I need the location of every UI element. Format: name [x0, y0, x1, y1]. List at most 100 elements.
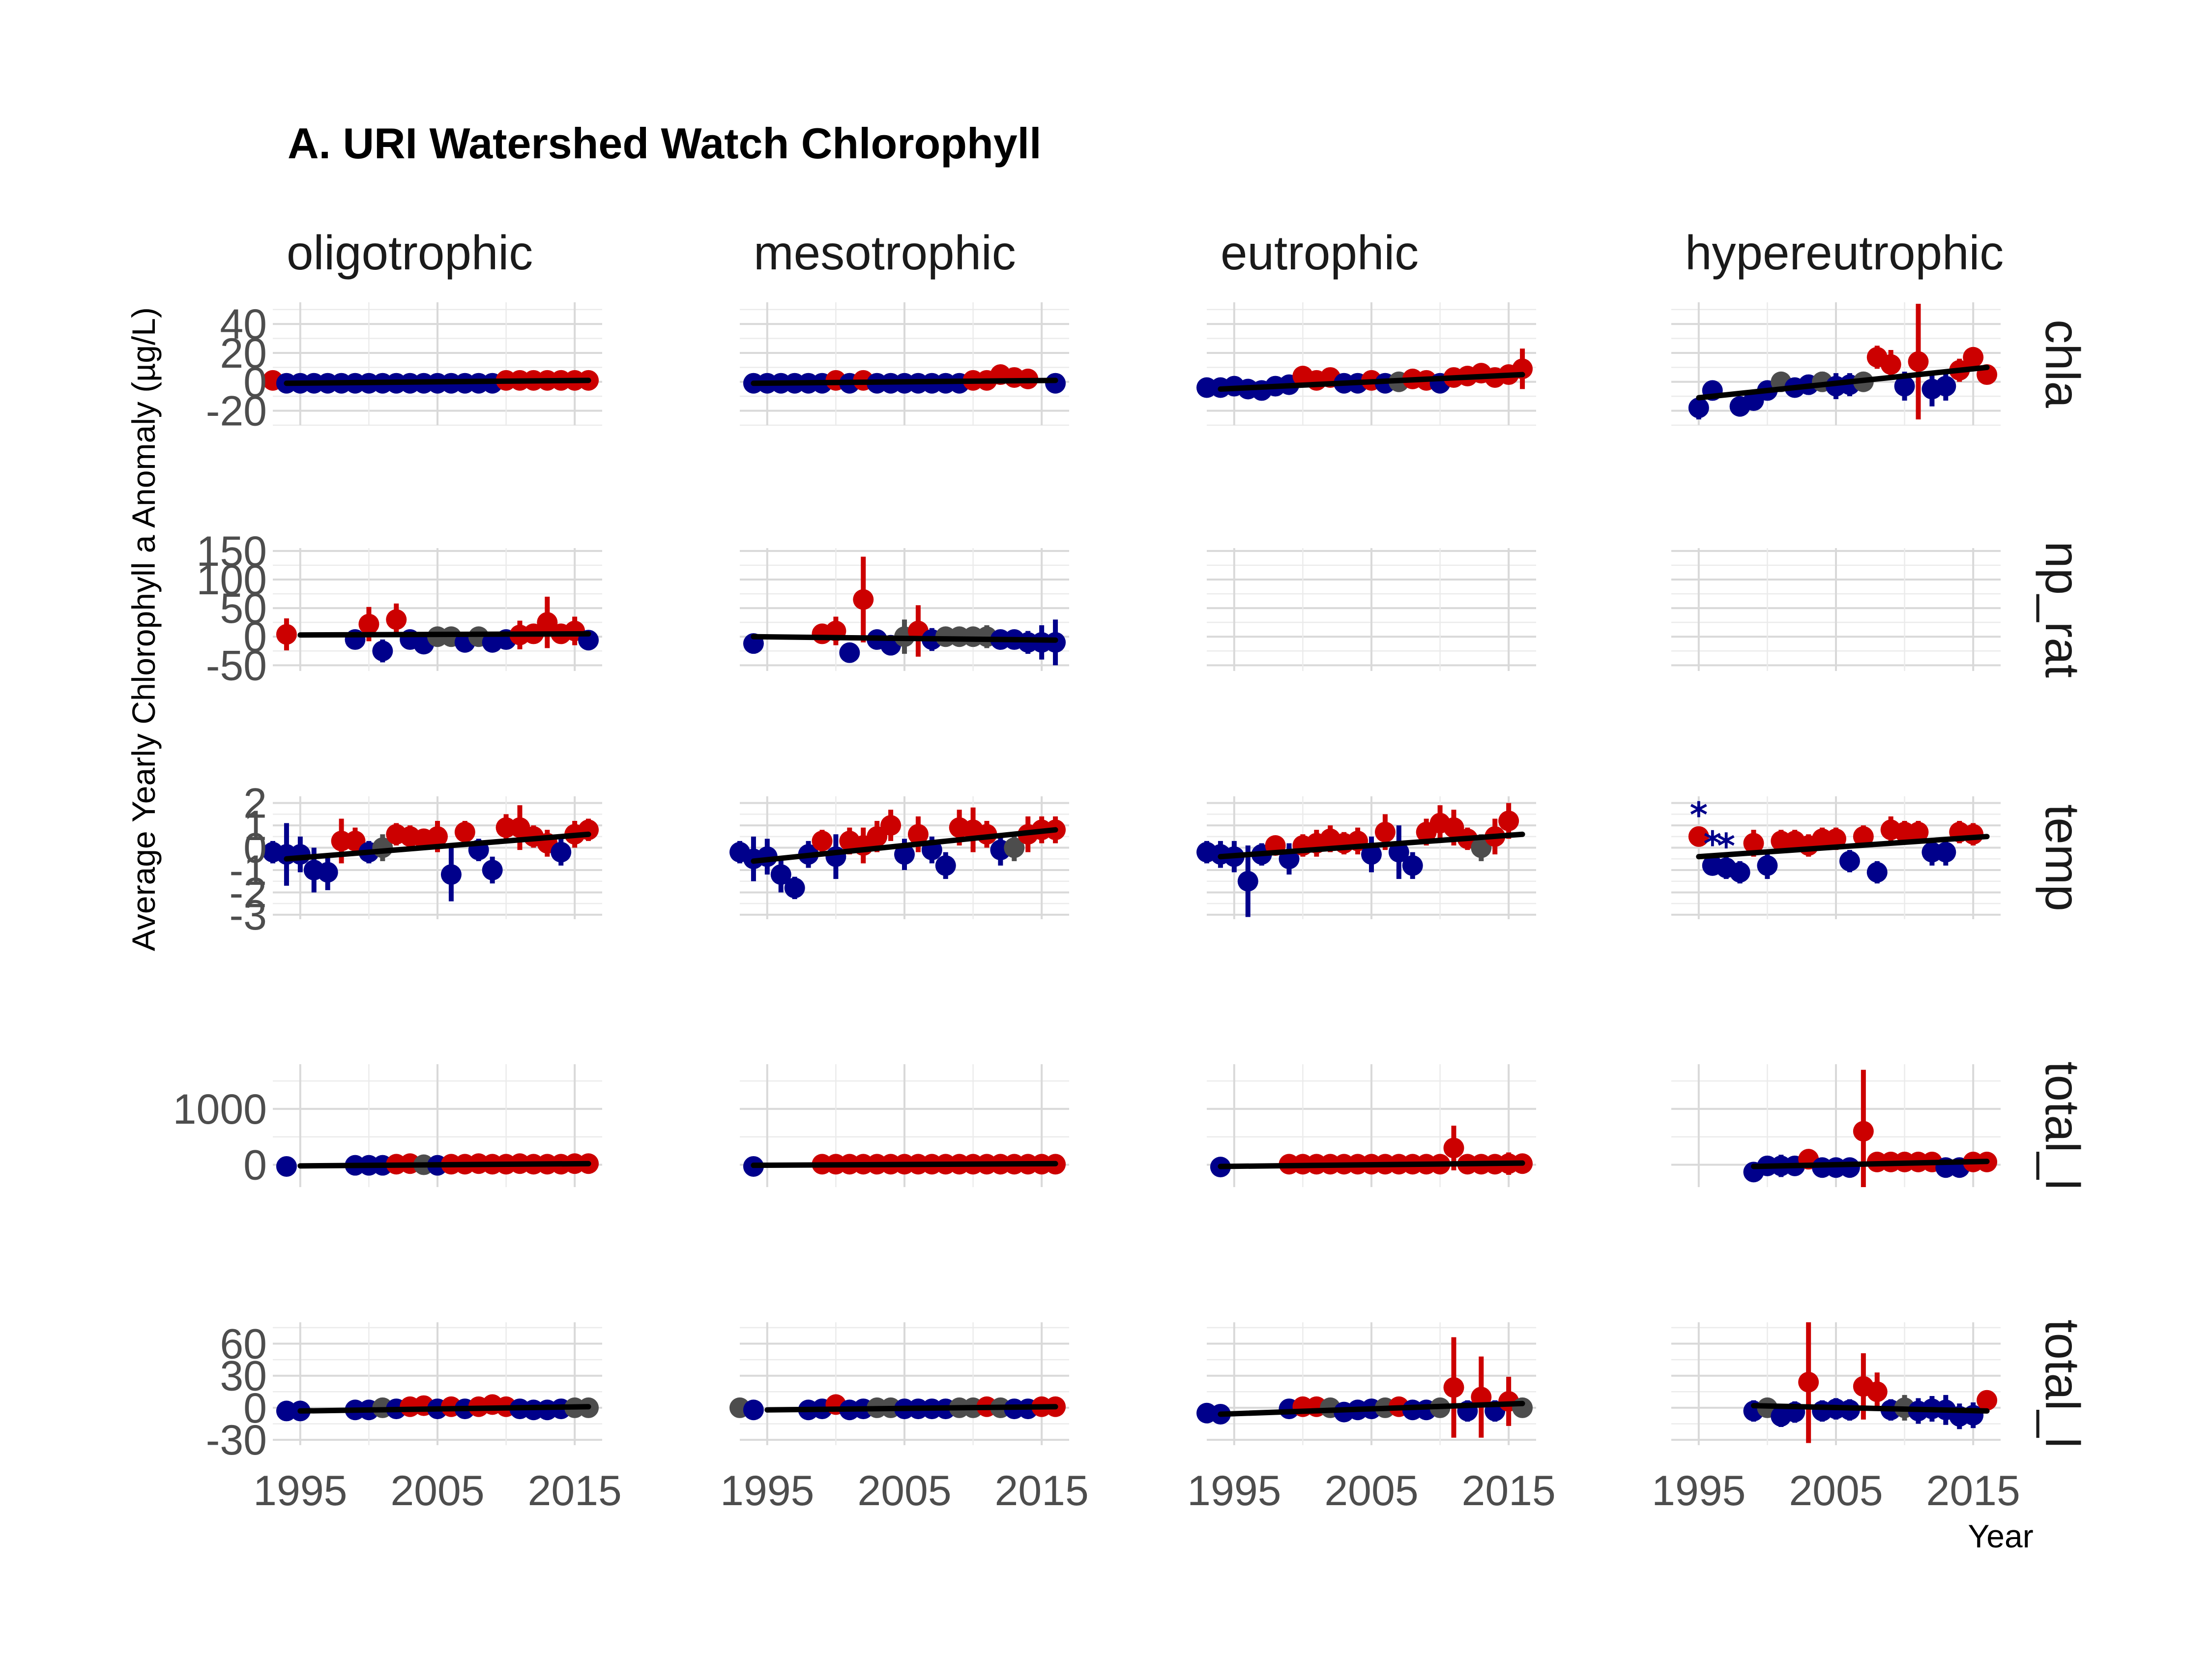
data-point	[853, 589, 874, 610]
panel-eutrophic-chla-1	[1196, 302, 1536, 426]
panel-oligotrophic-chla-1	[262, 302, 602, 426]
data-point	[276, 1156, 297, 1177]
y-axis-label: Average Yearly Chlorophyll a Anomaly (µg…	[125, 307, 162, 951]
trend-line	[751, 378, 1058, 386]
trend-line	[297, 631, 591, 638]
data-point	[1512, 1397, 1533, 1418]
data-point	[1894, 376, 1915, 397]
data-point	[1402, 855, 1423, 876]
y-tick-label: 0	[243, 1142, 267, 1189]
trend-line	[297, 1161, 591, 1169]
data-point	[1374, 821, 1396, 843]
x-tick-label: 2005	[390, 1467, 484, 1514]
x-tick-label: 2015	[995, 1467, 1089, 1514]
panel-mesotrophic-temp-3	[729, 796, 1069, 919]
data-point	[358, 613, 379, 635]
y-tick-labels: 40200-20150100500-50210-1-2-31000060300-…	[173, 301, 267, 1464]
data-point	[1826, 828, 1846, 849]
trend-line	[1751, 1403, 1990, 1414]
data-point	[1237, 871, 1258, 892]
data-point	[1361, 844, 1382, 865]
significance-marker: *	[1717, 826, 1735, 866]
trend-line	[1696, 834, 1990, 860]
x-tick-label: 2015	[1462, 1467, 1556, 1514]
data-point	[1757, 855, 1778, 876]
y-tick-label: 100	[197, 556, 267, 604]
y-tick-label: 0	[243, 613, 267, 661]
strip-label-eutrophic: eutrophic	[1221, 226, 1419, 280]
strip-label-hypereutrophic: hypereutrophic	[1685, 226, 2004, 280]
x-tick-label: 1995	[1187, 1467, 1281, 1514]
panel-mesotrophic-np_rat-2	[740, 548, 1069, 671]
trend-line	[297, 1404, 591, 1414]
panel-hypereutrophic-temp-3: ***	[1671, 795, 2001, 919]
data-point	[1977, 1390, 1998, 1411]
y-tick-label: 2	[243, 780, 267, 827]
data-point	[880, 815, 902, 836]
y-tick-label: 60	[220, 1320, 267, 1368]
trend-line	[1218, 1160, 1525, 1169]
panel-mesotrophic-chla-1	[740, 302, 1069, 426]
column-strip-labels: oligotrophic mesotrophic eutrophic hypereut…	[287, 226, 2004, 280]
significance-marker: *	[1690, 795, 1708, 835]
y-tick-label: 1	[243, 802, 267, 849]
y-tick-label: -20	[206, 388, 267, 435]
data-point	[770, 864, 791, 885]
panel-oligotrophic-total_l-5	[273, 1322, 602, 1445]
y-tick-label: 0	[243, 1385, 267, 1432]
x-axis-label: Year	[1968, 1518, 2033, 1554]
trend-line	[1218, 372, 1525, 392]
data-point	[1498, 811, 1519, 831]
data-point	[427, 826, 448, 847]
strip-label-mesotrophic: mesotrophic	[754, 226, 1016, 280]
data-point	[1045, 373, 1066, 394]
y-tick-label: -50	[206, 642, 267, 689]
trend-line	[764, 1404, 1058, 1413]
data-point	[1729, 862, 1750, 883]
data-point	[1935, 376, 1956, 397]
x-tick-labels: 1995 2005 2015 1995 2005 2015 1995 2005 2015 1995…	[253, 1467, 2020, 1514]
x-tick-label: 2015	[1926, 1467, 2020, 1514]
data-point	[345, 830, 366, 851]
data-point	[482, 860, 503, 880]
strip-label-row-5: total_l	[2036, 1319, 2090, 1448]
data-point	[784, 877, 805, 899]
panel-oligotrophic-np_rat-2	[273, 548, 602, 671]
panel-oligotrophic-temp-3	[262, 796, 602, 919]
data-point	[907, 824, 929, 845]
data-point	[867, 826, 888, 847]
trend-line	[1696, 364, 1990, 401]
x-tick-label: 2005	[1789, 1467, 1883, 1514]
trend-line	[284, 378, 591, 386]
data-point	[1443, 1377, 1464, 1398]
data-point	[372, 640, 393, 662]
trend-line	[751, 1161, 1058, 1168]
panel-mesotrophic-total_l-5	[729, 1322, 1069, 1445]
strip-label-row-2: np_rat	[2036, 541, 2090, 678]
data-point	[290, 844, 311, 865]
panel-oligotrophic-total_l-4	[273, 1064, 602, 1187]
y-tick-label: 150	[197, 528, 267, 575]
data-point	[1853, 1121, 1874, 1142]
data-point	[454, 821, 475, 843]
y-tick-label: -2	[230, 869, 267, 916]
y-tick-label: 40	[220, 301, 267, 348]
data-point	[1471, 837, 1492, 858]
panels: ***	[262, 302, 2001, 1445]
panel-eutrophic-temp-3	[1196, 796, 1536, 919]
x-tick-label: 1995	[1652, 1467, 1746, 1514]
data-point	[1004, 837, 1025, 858]
data-point	[386, 609, 407, 630]
trend-line	[751, 827, 1058, 864]
chart-title: A. URI Watershed Watch Chlorophyll	[288, 119, 1042, 168]
x-tick-label: 1995	[253, 1467, 347, 1514]
data-point	[1743, 833, 1764, 854]
data-point	[935, 855, 956, 876]
data-point	[1443, 1137, 1464, 1159]
data-point	[1880, 354, 1901, 375]
panel-hypereutrophic-np_rat-2	[1671, 548, 2001, 671]
y-tick-label: -30	[206, 1417, 267, 1464]
trend-line	[1218, 1400, 1525, 1417]
